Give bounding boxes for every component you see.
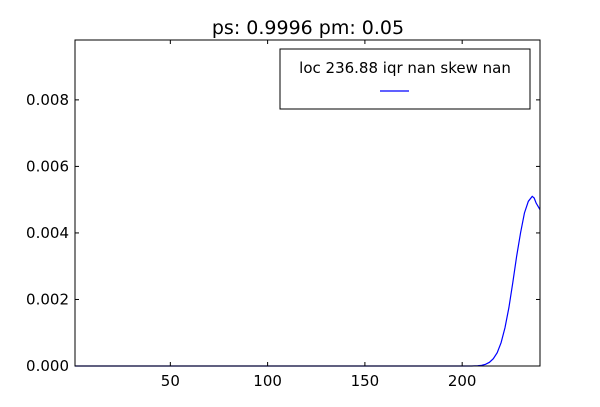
legend-entry-label: loc 236.88 iqr nan skew nan bbox=[299, 59, 511, 77]
x-tick-label: 200 bbox=[448, 372, 477, 390]
y-tick-label: 0.008 bbox=[26, 91, 69, 109]
y-tick-label: 0.000 bbox=[26, 357, 69, 375]
plot-frame bbox=[74, 39, 541, 367]
axis-ticks: 50 100 150 200 0.000 0.002 0.004 0.006 0.008 bbox=[26, 40, 540, 390]
y-tick-label: 0.004 bbox=[26, 224, 69, 242]
plot-area bbox=[75, 195, 541, 367]
x-tick-label: 50 bbox=[161, 372, 180, 390]
y-tick-label: 0.006 bbox=[26, 157, 69, 175]
series-line bbox=[75, 195, 541, 367]
chart-title: ps: 0.9996 pm: 0.05 bbox=[212, 17, 404, 39]
legend-box bbox=[279, 48, 531, 110]
legend: loc 236.88 iqr nan skew nan bbox=[279, 48, 531, 110]
x-tick-label: 100 bbox=[253, 372, 282, 390]
x-tick-label: 150 bbox=[351, 372, 380, 390]
y-tick-label: 0.002 bbox=[26, 290, 69, 308]
